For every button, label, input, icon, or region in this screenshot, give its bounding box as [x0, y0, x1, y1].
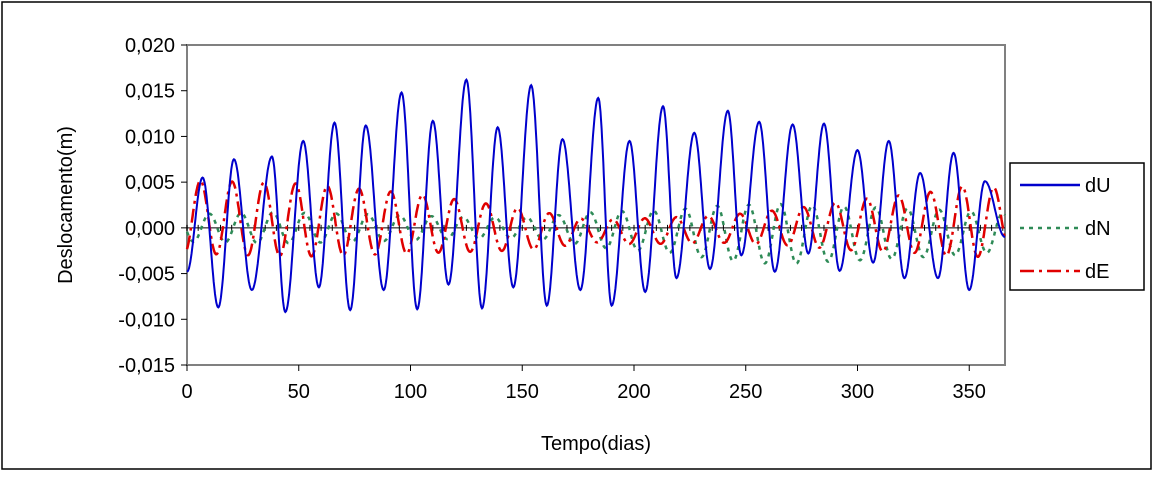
- y-tick-label: 0,005: [125, 172, 175, 194]
- y-tick-label: 0,020: [125, 35, 175, 57]
- x-tick-label: 0: [181, 381, 192, 403]
- series-line-dE: [185, 179, 1007, 259]
- x-tick-label: 100: [394, 381, 427, 403]
- series-line-dN: [185, 202, 1007, 265]
- legend-label-dN: dN: [1085, 218, 1111, 240]
- y-tick-label: -0,005: [118, 264, 175, 286]
- legend-label-dU: dU: [1085, 175, 1111, 197]
- x-axis-label: Tempo(dias): [541, 433, 651, 455]
- y-tick-label: 0,000: [125, 218, 175, 240]
- y-axis-ticks: -0,015 -0,010 -0,005 0,000 0,005 0,010 0,015 0,…: [118, 35, 187, 377]
- x-tick-label: 300: [841, 381, 874, 403]
- y-axis-label: Deslocamento(m): [55, 126, 77, 284]
- y-tick-label: 0,015: [125, 81, 175, 103]
- series-group: [185, 78, 1007, 314]
- y-tick-label: -0,015: [118, 355, 175, 377]
- plot-area: [186, 44, 1006, 366]
- y-tick-label: 0,010: [125, 126, 175, 148]
- x-tick-label: 150: [506, 381, 539, 403]
- x-tick-label: 250: [729, 381, 762, 403]
- y-tick-label: -0,010: [118, 309, 175, 331]
- x-tick-label: 350: [953, 381, 986, 403]
- legend: dU dN dE: [1009, 162, 1145, 291]
- x-tick-label: 200: [617, 381, 650, 403]
- x-axis-ticks: 0 50 100 150 200 250 300 350: [181, 365, 986, 403]
- x-tick-label: 50: [288, 381, 310, 403]
- series-line-dU: [186, 78, 1006, 314]
- legend-label-dE: dE: [1085, 261, 1109, 283]
